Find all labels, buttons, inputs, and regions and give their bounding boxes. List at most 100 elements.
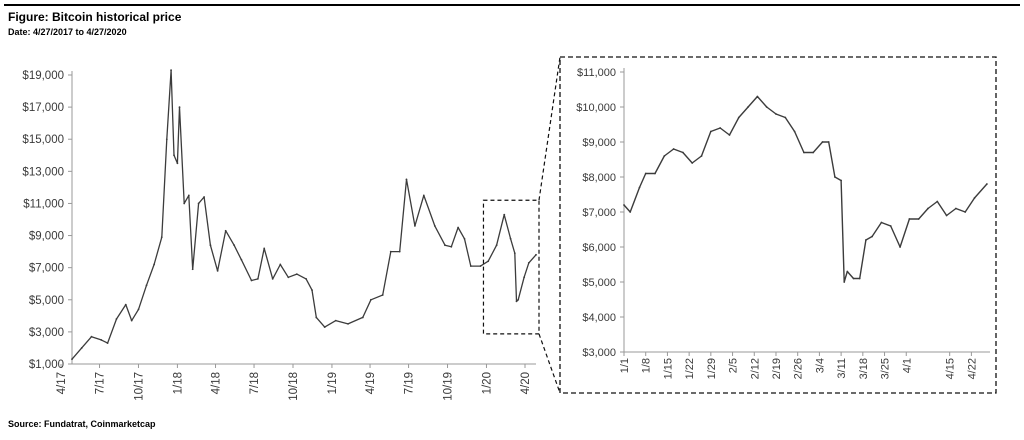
price-point (535, 253, 537, 256)
price-point (908, 218, 911, 220)
zoom-panel-frame (559, 56, 997, 394)
y-tick-label: $19,000 (22, 70, 64, 82)
x-tick-label: 4/15 (945, 358, 957, 379)
price-point (737, 116, 740, 119)
y-tick-label: $7,000 (29, 263, 64, 275)
price-point (414, 225, 416, 227)
x-tick-label: 4/1 (901, 358, 913, 373)
x-tick-label: 3/18 (858, 358, 870, 379)
price-point (846, 270, 849, 273)
price-point (843, 281, 846, 283)
price-point (209, 244, 212, 247)
price-point (527, 261, 530, 264)
x-tick-label: 1/15 (662, 358, 674, 379)
y-tick-label: $1,000 (29, 359, 64, 371)
price-point (115, 318, 118, 320)
x-tick-label: 2/19 (771, 358, 783, 379)
figure-source: Source: Fundatrat, Coinmarketcap (8, 419, 156, 429)
x-tick-label: 1/8 (641, 358, 653, 373)
x-tick-label: 4/20 (520, 372, 532, 394)
price-point (802, 151, 805, 154)
price-point (444, 244, 446, 247)
price-point (422, 194, 425, 197)
chart-zoom-2020 (559, 56, 997, 394)
y-tick-label: $9,000 (582, 137, 616, 149)
y-tick-label: $5,000 (582, 277, 616, 289)
price-series-line (623, 95, 988, 283)
price-point (709, 130, 712, 133)
price-point (170, 69, 172, 72)
price-point (840, 179, 843, 182)
price-point (305, 278, 308, 280)
price-point (183, 202, 186, 205)
y-tick-label: $8,000 (582, 172, 616, 184)
price-point (153, 263, 156, 266)
price-point (852, 277, 855, 280)
price-point (71, 358, 73, 361)
chart-full-history (60, 56, 561, 394)
price-point (250, 279, 253, 282)
price-point (311, 289, 313, 292)
x-tick-label: 3/4 (814, 358, 826, 373)
price-point (176, 162, 179, 165)
price-point (719, 127, 722, 129)
price-point (889, 225, 892, 227)
x-tick-label: 1/19 (327, 372, 339, 394)
top-rule (4, 4, 1020, 6)
x-tick-label: 2/5 (728, 358, 740, 373)
price-point (775, 113, 777, 115)
price-point (240, 258, 243, 261)
price-point (178, 106, 181, 109)
price-point (295, 273, 298, 275)
price-point (347, 322, 349, 325)
price-point (457, 226, 460, 229)
price-point (682, 151, 684, 154)
price-point (623, 204, 625, 206)
zoom-connector-top (538, 56, 561, 201)
y-tick-label: $10,000 (576, 102, 616, 114)
price-point (433, 225, 436, 227)
y-tick-label: $4,000 (582, 312, 616, 324)
x-tick-label: 1/29 (706, 358, 718, 379)
y-tick-label: $11,000 (577, 67, 616, 79)
price-point (203, 196, 205, 198)
figure-date-range: Date: 4/27/2017 to 4/27/2020 (8, 27, 127, 37)
x-tick-label: 4/22 (966, 358, 978, 379)
price-point (469, 265, 472, 267)
price-point (495, 244, 498, 247)
price-point (389, 250, 392, 253)
x-tick-label: 10/18 (288, 372, 300, 401)
x-tick-label: 1/22 (684, 358, 696, 379)
price-point (927, 207, 929, 210)
price-point (834, 176, 836, 178)
price-point (287, 276, 290, 279)
x-tick-label: 4/18 (211, 372, 223, 394)
price-point (463, 237, 466, 240)
price-point (515, 300, 518, 303)
price-point (827, 141, 830, 143)
price-point (858, 277, 861, 280)
y-tick-label: $5,000 (29, 295, 64, 307)
price-point (191, 268, 194, 271)
y-tick-label: $17,000 (22, 102, 64, 114)
x-tick-label: 4/17 (56, 372, 68, 394)
price-point (224, 229, 227, 232)
x-tick-label: 2/12 (749, 358, 761, 379)
price-point (90, 335, 93, 338)
price-point (323, 326, 326, 328)
price-point (369, 298, 372, 301)
price-point (638, 186, 641, 189)
price-point (100, 339, 103, 341)
price-point (765, 106, 768, 108)
price-point (487, 260, 490, 263)
price-point (945, 214, 948, 217)
y-tick-label: $7,000 (582, 207, 616, 219)
x-tick-label: 3/11 (836, 358, 848, 379)
price-point (279, 263, 282, 266)
price-point (985, 183, 988, 185)
price-point (106, 342, 109, 345)
price-point (160, 236, 163, 239)
y-tick-label: $13,000 (22, 166, 64, 178)
price-point (398, 250, 401, 253)
price-point (124, 303, 127, 306)
